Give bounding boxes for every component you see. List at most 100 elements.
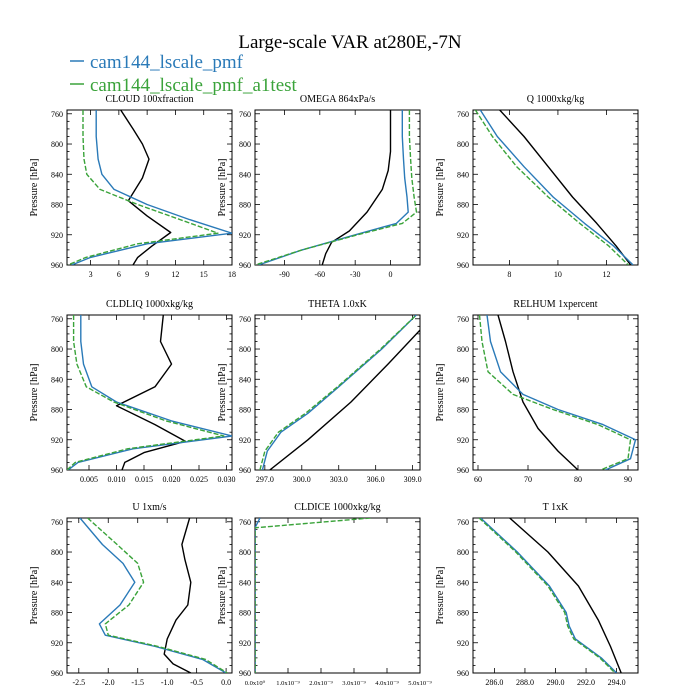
y-tick-label: 880 — [51, 201, 63, 210]
y-axis-label: Pressure [hPa] — [29, 363, 40, 421]
y-tick-label: 760 — [51, 315, 63, 324]
x-tick-label: 10 — [554, 270, 562, 279]
x-tick-label: 15 — [200, 270, 208, 279]
panel: OMEGA 864xPa/s Pressure [hPa] 760 800 840 880… — [217, 94, 421, 279]
y-tick-label: 760 — [239, 518, 251, 527]
x-tick-label: 300.0 — [293, 475, 311, 484]
y-tick-label: 840 — [457, 578, 469, 587]
y-tick-label: 840 — [51, 375, 63, 384]
x-tick-label: 306.0 — [367, 475, 385, 484]
y-tick-label: 920 — [457, 436, 469, 445]
y-tick-label: 920 — [239, 639, 251, 648]
x-tick-label: 0.0 — [221, 678, 231, 687]
series-line — [79, 518, 227, 673]
y-tick-label: 880 — [457, 201, 469, 210]
y-tick-label: 760 — [51, 518, 63, 527]
y-tick-label: 960 — [51, 261, 63, 270]
x-tick-label: 8 — [507, 270, 511, 279]
series-line — [255, 518, 371, 673]
x-tick-label: 309.0 — [404, 475, 422, 484]
plot-frame — [472, 314, 639, 471]
legend-entry: cam144_lscale_pmf — [70, 52, 244, 73]
y-tick-label: 800 — [239, 345, 251, 354]
x-tick-label: 1.0x10⁻⁹ — [276, 680, 300, 687]
panel-title: CLDLIQ 1000xkg/kg — [106, 299, 193, 310]
panel-title: CLOUD 100xfraction — [105, 94, 193, 105]
y-tick-label: 960 — [457, 261, 469, 270]
y-tick-label: 800 — [457, 345, 469, 354]
y-tick-label: 920 — [51, 639, 63, 648]
y-tick-label: 840 — [239, 578, 251, 587]
panel: CLDICE 1000xkg/kg Pressure [hPa] 760 800 840… — [217, 502, 433, 687]
x-tick-label: 0.015 — [135, 475, 153, 484]
x-tick-label: -1.0 — [161, 678, 174, 687]
x-tick-label: 288.0 — [516, 678, 534, 687]
panel: THETA 1.0xK Pressure [hPa] 760 800 840 880 920… — [217, 299, 422, 484]
y-tick-label: 960 — [457, 669, 469, 678]
y-tick-label: 760 — [239, 315, 251, 324]
y-tick-label: 920 — [239, 231, 251, 240]
series-line — [474, 110, 629, 265]
x-tick-label: -30 — [350, 270, 361, 279]
y-tick-label: 960 — [457, 466, 469, 475]
x-tick-label: 0 — [389, 270, 393, 279]
y-axis-label: Pressure [hPa] — [29, 566, 40, 624]
plot-frame — [66, 314, 233, 471]
y-tick-label: 920 — [239, 436, 251, 445]
y-axis-label: Pressure [hPa] — [217, 158, 228, 216]
plot-frame — [66, 109, 233, 266]
y-tick-label: 920 — [51, 436, 63, 445]
y-tick-label: 840 — [239, 375, 251, 384]
y-tick-label: 960 — [239, 466, 251, 475]
y-tick-label: 880 — [239, 201, 251, 210]
y-tick-label: 800 — [457, 140, 469, 149]
y-axis-label: Pressure [hPa] — [435, 158, 446, 216]
series-line — [499, 110, 632, 265]
figure-title: Large-scale VAR at280E,-7N — [238, 32, 461, 53]
y-tick-label: 840 — [457, 375, 469, 384]
y-tick-label: 960 — [51, 669, 63, 678]
y-tick-label: 800 — [239, 140, 251, 149]
y-tick-label: 880 — [457, 406, 469, 415]
x-tick-label: 18 — [228, 270, 236, 279]
series-line — [479, 110, 634, 265]
x-tick-label: 80 — [574, 475, 582, 484]
legend-label: cam144_lscale_pmf — [90, 52, 244, 73]
panel-title: OMEGA 864xPa/s — [300, 94, 375, 105]
panel: CLDLIQ 1000xkg/kg Pressure [hPa] 760 800 840… — [29, 299, 236, 484]
panel-title: THETA 1.0xK — [308, 299, 367, 310]
y-tick-label: 840 — [51, 578, 63, 587]
series-line — [478, 518, 616, 673]
y-tick-label: 920 — [51, 231, 63, 240]
y-tick-label: 800 — [51, 548, 63, 557]
legend-label: cam144_lscale_pmf_a1test — [90, 75, 298, 96]
y-tick-label: 880 — [239, 406, 251, 415]
y-axis-label: Pressure [hPa] — [435, 566, 446, 624]
y-tick-label: 920 — [457, 231, 469, 240]
y-tick-label: 800 — [51, 140, 63, 149]
plot-frame — [254, 314, 421, 471]
y-tick-label: 800 — [239, 548, 251, 557]
x-tick-label: 12 — [602, 270, 610, 279]
panel: Q 1000xkg/kg Pressure [hPa] 760 800 840 880 92… — [435, 94, 639, 279]
x-tick-label: 0.025 — [190, 475, 208, 484]
series-line — [261, 315, 417, 470]
panel: RELHUM 1xpercent Pressure [hPa] 760 800 840 8… — [435, 299, 639, 484]
x-tick-label: -2.5 — [72, 678, 85, 687]
x-tick-label: 4.0x10⁻⁹ — [375, 680, 399, 687]
plot-frame — [254, 517, 421, 674]
y-tick-label: 760 — [457, 315, 469, 324]
x-tick-label: 6 — [117, 270, 121, 279]
panel-title: CLDICE 1000xkg/kg — [294, 502, 380, 513]
y-tick-label: 880 — [457, 609, 469, 618]
series-line — [480, 518, 618, 673]
y-axis-label: Pressure [hPa] — [217, 566, 228, 624]
panel-title: RELHUM 1xpercent — [513, 299, 597, 310]
x-tick-label: 292.0 — [577, 678, 595, 687]
y-tick-label: 880 — [51, 406, 63, 415]
plot-frame — [66, 517, 233, 674]
y-tick-label: 960 — [51, 466, 63, 475]
x-tick-label: 294.0 — [608, 678, 626, 687]
